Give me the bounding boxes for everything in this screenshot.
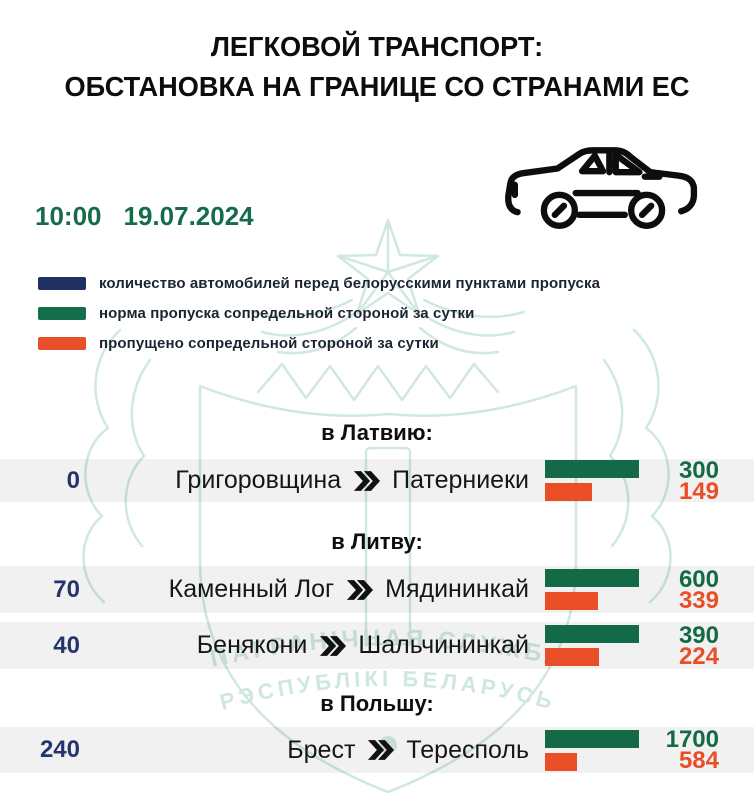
- crossing-row-kamenny-log: 70 Каменный Лог Мядининкай 600 339: [0, 566, 754, 613]
- legend: количество автомобилей перед белорусским…: [38, 268, 600, 358]
- passed-value: 339: [678, 586, 719, 614]
- queue-count: 70: [53, 575, 80, 603]
- passed-bar: [545, 592, 598, 610]
- bar-group: [545, 460, 639, 501]
- norm-bar: [545, 569, 639, 587]
- legend-item-passed: пропущено сопредельной стороной за сутки: [38, 328, 600, 358]
- checkpoint-to: Патерниеки: [392, 466, 529, 494]
- passed-value: 584: [678, 747, 719, 774]
- checkpoint-from: Григоровщина: [175, 466, 342, 494]
- legend-swatch-queue-icon: [38, 276, 86, 290]
- double-chevron-icon: [320, 635, 347, 656]
- norm-bar: [545, 625, 639, 643]
- value-column: 600 339: [639, 565, 754, 614]
- time-value: 10:00: [35, 201, 102, 231]
- queue-count: 40: [53, 631, 80, 659]
- norm-value: 300: [678, 456, 719, 484]
- norm-value: 600: [678, 565, 719, 593]
- crossing-row-benyakoni: 40 Бенякони Шальчининкай 390 224: [0, 622, 754, 669]
- crossing-pair: Григоровщина Патерниеки: [80, 466, 545, 495]
- checkpoint-to: Мядининкай: [385, 575, 529, 603]
- checkpoint-to: Тересполь: [406, 735, 529, 764]
- timestamp: 10:00 19.07.2024: [35, 201, 254, 232]
- value-column: 1700 584: [639, 726, 754, 774]
- section-header-poland: в Польшу:: [320, 691, 434, 716]
- crossing-pair: Брест Тересполь: [80, 736, 545, 765]
- double-chevron-icon: [347, 579, 374, 600]
- legend-label-passed: пропущено сопредельной стороной за сутки: [99, 334, 439, 352]
- bar-group: [545, 729, 639, 771]
- norm-value: 1700: [665, 726, 719, 753]
- crossing-row-grigorovschina: 0 Григоровщина Патерниеки 300 149: [0, 456, 754, 505]
- page-title-line1: ЛЕГКОВОЙ ТРАНСПОРТ:: [210, 31, 544, 62]
- value-column: 300 149: [639, 456, 754, 505]
- bar-group: [545, 625, 639, 666]
- passed-bar: [545, 483, 592, 501]
- legend-item-norm: норма пропуска сопредельной стороной за …: [38, 298, 600, 328]
- checkpoint-from: Каменный Лог: [168, 575, 335, 603]
- norm-bar: [545, 460, 639, 478]
- section-header-latvia: в Латвию:: [321, 420, 433, 445]
- crossing-pair: Каменный Лог Мядининкай: [80, 575, 545, 604]
- car-icon: [505, 147, 698, 229]
- bar-group: [545, 569, 639, 610]
- checkpoint-to: Шальчининкай: [358, 631, 529, 659]
- legend-swatch-norm-icon: [38, 306, 86, 320]
- date-value: 19.07.2024: [123, 201, 254, 231]
- crossing-row-brest: 240 Брест Тересполь 1700 584: [0, 727, 754, 773]
- norm-value: 390: [678, 621, 719, 649]
- passed-value: 224: [678, 642, 719, 670]
- passed-bar: [545, 648, 599, 666]
- legend-label-norm: норма пропуска сопредельной стороной за …: [99, 304, 475, 322]
- legend-swatch-passed-icon: [38, 336, 86, 350]
- section-header-lithuania: в Литву:: [331, 529, 423, 554]
- legend-label-queue: количество автомобилей перед белорусским…: [99, 274, 601, 292]
- crossing-pair: Бенякони Шальчининкай: [80, 631, 545, 660]
- value-column: 390 224: [639, 621, 754, 670]
- queue-count: 0: [66, 466, 80, 494]
- checkpoint-from: Бенякони: [196, 631, 308, 659]
- queue-count: 240: [39, 736, 80, 763]
- legend-item-queue: количество автомобилей перед белорусским…: [38, 268, 600, 298]
- page-title-line2: ОБСТАНОВКА НА ГРАНИЦЕ СО СТРАНАМИ ЕС: [64, 71, 690, 102]
- double-chevron-icon: [354, 470, 381, 491]
- double-chevron-icon: [368, 740, 395, 760]
- page-title: ЛЕГКОВОЙ ТРАНСПОРТ: ОБСТАНОВКА НА ГРАНИЦ…: [11, 27, 742, 107]
- checkpoint-from: Брест: [287, 735, 356, 764]
- norm-bar: [545, 729, 639, 748]
- passed-value: 149: [678, 477, 719, 505]
- passed-bar: [545, 752, 577, 771]
